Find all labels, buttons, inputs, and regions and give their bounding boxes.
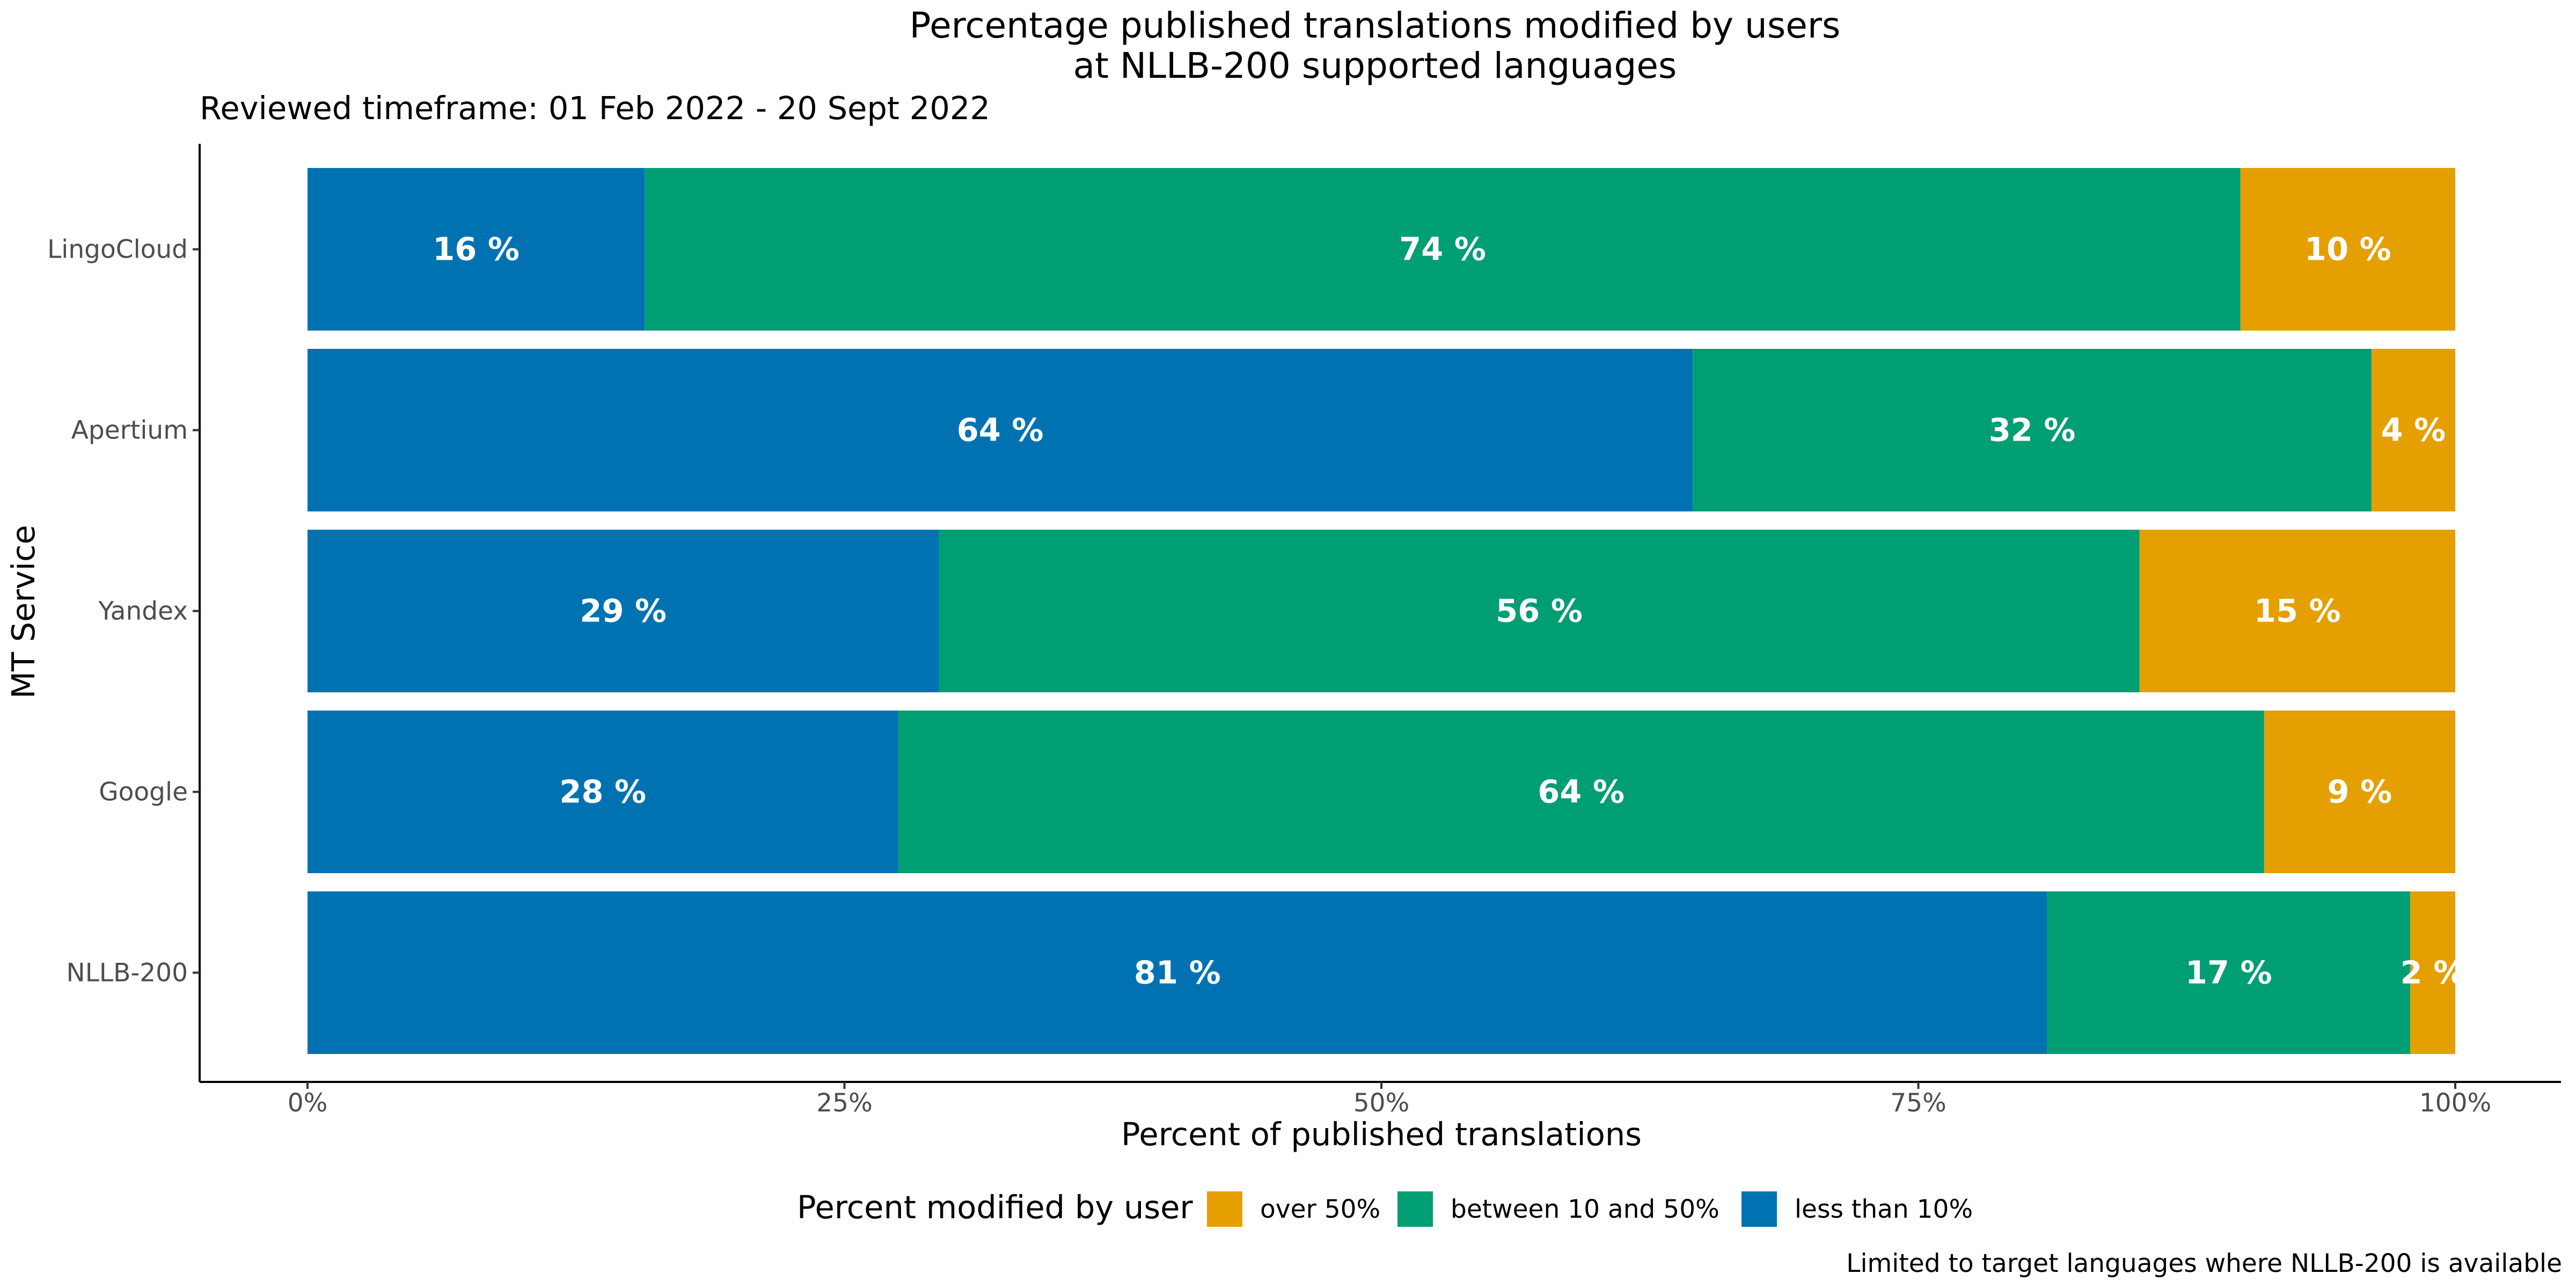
x-tick-label: 0% xyxy=(288,1088,328,1118)
bar-labels-layer: 16 % 74 % 10 % 64 % 32 % 4 % 29 % 56 % 15 % 28 % 6… xyxy=(433,231,2465,991)
bar-segment xyxy=(308,891,2047,1054)
y-tick-label: Yandex xyxy=(98,597,188,626)
chart-title-line-1: Percentage published translations modifi… xyxy=(910,5,1841,46)
bar-segment xyxy=(645,168,2241,331)
bar-value-label: 2 % xyxy=(2401,954,2465,991)
bar-value-label: 4 % xyxy=(2381,412,2446,449)
legend-title: Percent modified by user xyxy=(797,1189,1193,1226)
bar-segment xyxy=(2139,530,2455,692)
bar-segment xyxy=(2371,349,2455,511)
chart-title-line-2: at NLLB-200 supported languages xyxy=(1073,45,1677,86)
bar-value-label: 10 % xyxy=(2304,231,2391,268)
bar-segment xyxy=(308,530,939,692)
bar-segment xyxy=(1693,349,2372,511)
bar-value-label: 64 % xyxy=(957,412,1044,449)
x-axis-ticks: 0% 25% 50% 75% 100% xyxy=(288,1082,2491,1118)
bar-segment xyxy=(898,711,2264,873)
y-tick-label: Apertium xyxy=(71,416,188,445)
bar-segment xyxy=(2264,711,2455,873)
legend-label: between 10 and 50% xyxy=(1451,1195,1719,1224)
bar-value-label: 29 % xyxy=(580,592,667,630)
bar-segment xyxy=(2240,168,2455,331)
y-axis-title: MT Service xyxy=(5,525,42,699)
bar-value-label: 28 % xyxy=(559,773,646,810)
bar-value-label: 16 % xyxy=(433,231,519,268)
bar-segment xyxy=(2047,891,2410,1054)
bar-segment xyxy=(308,711,898,873)
bar-segment xyxy=(308,168,645,331)
legend-key xyxy=(1741,1191,1777,1227)
x-tick-label: 25% xyxy=(816,1088,872,1118)
legend-key xyxy=(1207,1191,1242,1227)
bars-layer xyxy=(308,168,2455,1054)
legend-key xyxy=(1397,1191,1433,1227)
caption: Limited to target languages where NLLB-2… xyxy=(1846,1249,2562,1278)
x-tick-label: 50% xyxy=(1353,1088,1409,1118)
bar-segment xyxy=(308,349,1693,511)
bar-value-label: 32 % xyxy=(1989,412,2076,449)
bar-segment xyxy=(2410,891,2455,1054)
bar-value-label: 64 % xyxy=(1538,773,1624,810)
bar-value-label: 9 % xyxy=(2328,773,2392,810)
bar-value-label: 56 % xyxy=(1496,592,1583,630)
bar-value-label: 17 % xyxy=(2185,954,2272,991)
legend-label: less than 10% xyxy=(1795,1195,1973,1224)
bar-value-label: 74 % xyxy=(1399,231,1486,268)
x-axis-title: Percent of published translations xyxy=(1121,1116,1642,1153)
bar-segment xyxy=(939,530,2140,692)
y-tick-label: NLLB-200 xyxy=(67,958,188,988)
y-tick-label: LingoCloud xyxy=(47,235,188,265)
x-tick-label: 75% xyxy=(1890,1088,1946,1118)
x-tick-label: 100% xyxy=(2419,1088,2491,1118)
legend-label: over 50% xyxy=(1260,1195,1380,1224)
legend: Percent modified by user over 50% between… xyxy=(797,1189,1973,1227)
bar-value-label: 81 % xyxy=(1134,954,1221,991)
bar-value-label: 15 % xyxy=(2254,592,2341,630)
y-tick-label: Google xyxy=(99,778,188,807)
chart-subtitle: Reviewed timeframe: 01 Feb 2022 - 20 Sep… xyxy=(200,90,990,127)
y-axis-ticks: LingoCloud Apertium Yandex Google NLLB-200 xyxy=(47,235,200,988)
